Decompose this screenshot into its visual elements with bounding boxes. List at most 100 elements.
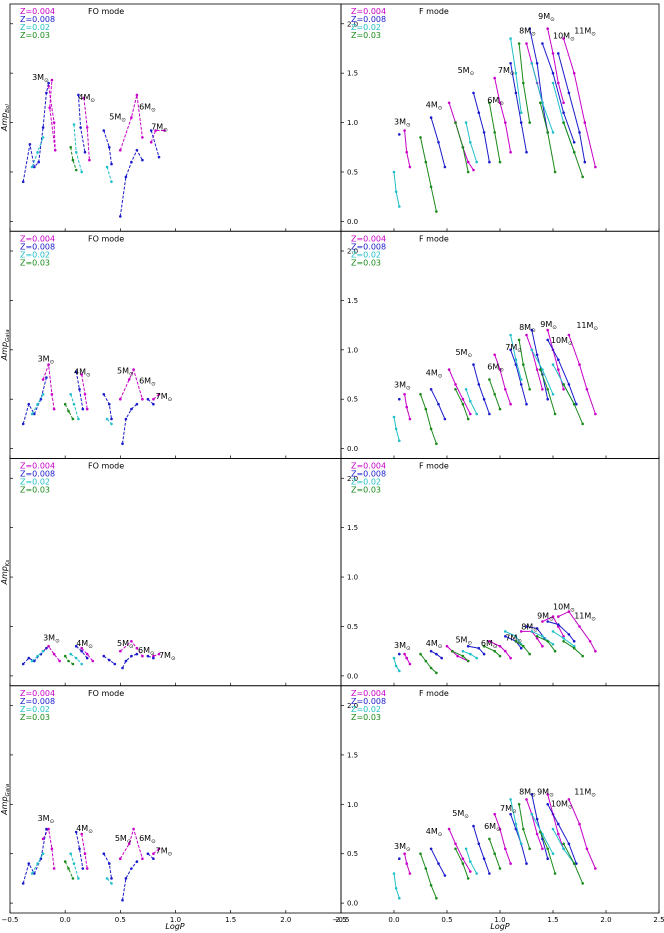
mass-label-value: 7M: [151, 122, 163, 131]
data-point: [546, 793, 549, 796]
solar-symbol: ⊙: [129, 644, 134, 650]
data-point: [572, 862, 576, 865]
mode-label: F mode: [419, 7, 449, 16]
data-point: [21, 180, 25, 184]
mass-label-value: 8M: [521, 622, 533, 631]
legend-entry: Z=0.03: [351, 31, 381, 40]
series-line: [448, 102, 474, 171]
solar-symbol: ⊙: [549, 617, 554, 623]
data-point: [461, 146, 465, 149]
data-point: [456, 654, 459, 658]
data-point: [454, 121, 457, 124]
data-point: [419, 393, 422, 396]
data-point: [91, 659, 95, 663]
mass-label: 9M⊙: [537, 612, 554, 623]
data-point: [80, 662, 83, 666]
data-point: [528, 27, 531, 31]
data-point: [119, 397, 122, 401]
data-point: [509, 37, 512, 40]
data-point: [121, 898, 124, 902]
data-point: [435, 210, 438, 213]
data-point: [493, 76, 497, 80]
data-point: [472, 91, 475, 95]
y-tick-label: 1.5: [347, 751, 358, 759]
solar-symbol: ⊙: [171, 656, 176, 662]
data-point: [152, 656, 155, 660]
series-line: [77, 94, 86, 153]
legend-entry: Z=0.03: [20, 713, 50, 722]
data-point: [419, 852, 422, 855]
series-line: [119, 827, 143, 859]
data-point: [519, 378, 523, 381]
mass-label: 6M⊙: [139, 376, 156, 387]
data-point: [583, 121, 587, 124]
data-point: [105, 165, 109, 169]
data-point: [424, 659, 428, 663]
mass-label-value: 7M: [505, 633, 517, 642]
data-point: [454, 388, 457, 391]
panel-frame: [9, 3, 342, 232]
data-point: [52, 652, 56, 656]
mass-label-value: 6M: [484, 822, 496, 831]
data-point: [77, 877, 80, 880]
x-axis-label-left: LogP: [165, 922, 184, 931]
x-axis-label-right: LogP: [490, 922, 509, 931]
data-point: [519, 383, 523, 386]
data-point: [525, 402, 528, 406]
legend-entry: Z=0.004: [351, 7, 386, 16]
data-point: [152, 654, 155, 658]
series-line: [420, 137, 437, 212]
data-point: [504, 847, 507, 851]
data-point: [63, 860, 67, 863]
series-line: [42, 364, 55, 410]
mass-label: 6M⊙: [139, 103, 156, 114]
data-point: [522, 363, 525, 366]
data-point: [581, 654, 584, 658]
mass-label: 4M⊙: [426, 827, 443, 838]
data-point: [522, 644, 525, 648]
data-point: [578, 363, 581, 366]
data-point: [30, 165, 34, 169]
mass-label-value: 11M: [576, 321, 593, 330]
data-point: [488, 872, 491, 875]
data-point: [394, 190, 398, 193]
series-line: [103, 130, 112, 165]
data-point: [130, 407, 133, 411]
panel-4: 0.0 0.5 1.0 1.5 2.0 Z=0.004Z=0.008Z=0.02Z=0.0…: [340, 230, 660, 459]
mass-label: 5M⊙: [117, 639, 134, 650]
data-point: [69, 852, 72, 855]
data-point: [74, 644, 78, 648]
data-point: [394, 887, 398, 890]
data-point: [551, 630, 555, 633]
x-tick-label: 0.0: [60, 916, 71, 924]
data-point: [567, 842, 571, 846]
data-point: [535, 353, 539, 357]
series-line: [510, 349, 527, 405]
series-line: [73, 124, 83, 173]
data-point: [30, 412, 34, 416]
series-line: [150, 130, 160, 158]
mass-label: 8M⊙: [521, 622, 538, 633]
data-point: [405, 656, 409, 660]
mass-label-value: 9M: [537, 612, 549, 621]
data-point: [557, 625, 560, 628]
mass-label-value: 3M: [394, 641, 406, 650]
data-point: [127, 842, 131, 846]
data-point: [514, 71, 518, 75]
data-point: [119, 857, 122, 860]
mass-label-value: 10M: [551, 336, 568, 345]
data-point: [152, 402, 155, 406]
data-point: [36, 402, 39, 406]
mass-label: 5M⊙: [109, 113, 126, 124]
data-point: [567, 798, 571, 801]
data-point: [546, 27, 549, 31]
data-point: [454, 383, 457, 386]
data-point: [135, 148, 139, 152]
mass-label: 3M⊙: [38, 814, 55, 825]
data-point: [419, 652, 422, 656]
data-point: [110, 882, 113, 885]
data-point: [522, 81, 525, 85]
solar-symbol: ⊙: [510, 71, 515, 77]
